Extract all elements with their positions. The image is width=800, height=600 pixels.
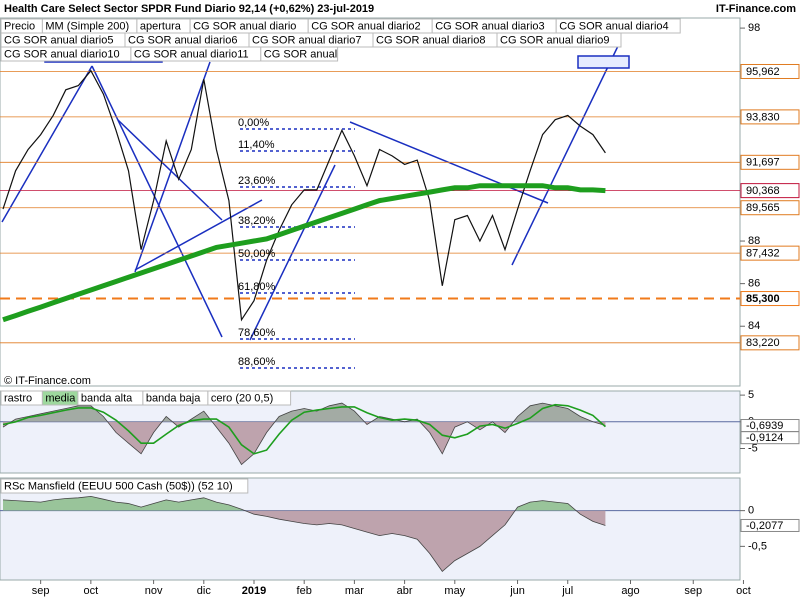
x-tick-label: ago — [621, 585, 639, 597]
legend-item: cero (20 0,5) — [211, 392, 273, 404]
copyright: © IT-Finance.com — [4, 375, 91, 387]
fib-label: 88,60% — [238, 356, 276, 368]
fib-label: 38,20% — [238, 215, 276, 227]
level-label: 89,565 — [746, 202, 780, 214]
y-tick-label: -5 — [748, 442, 758, 454]
last-value-label: -0,9124 — [746, 432, 783, 444]
area-positive — [11, 403, 593, 422]
level-label: 87,432 — [746, 248, 780, 260]
level-label-box — [740, 200, 800, 216]
legend-box — [260, 46, 339, 62]
legend-item: CG SOR anual diario7 — [252, 34, 361, 46]
legend-item: CG SOR anual diario2 — [311, 20, 420, 32]
series-line — [2, 403, 606, 455]
fib-label: 0,00% — [238, 117, 269, 129]
level-label: 83,220 — [746, 337, 780, 349]
legend-item: CG SOR anual diario11 — [134, 48, 249, 60]
legend-item: Precio — [4, 20, 35, 32]
fib-label: 61,80% — [238, 281, 276, 293]
x-tick-label: may — [444, 585, 465, 597]
level-label-box — [740, 291, 800, 307]
x-tick-label: 2019 — [242, 585, 266, 597]
legend-item: CG SOR anual — [264, 48, 337, 60]
x-tick-label: abr — [397, 585, 413, 597]
trend-line — [91, 65, 223, 338]
level-label: 93,830 — [746, 111, 780, 123]
last-value-label: -0,2077 — [746, 520, 783, 532]
level-label: 91,697 — [746, 157, 780, 169]
trend-line — [511, 45, 619, 266]
panel-title: RSc Mansfield (EEUU 500 Cash (50$)) (52 … — [4, 480, 233, 492]
legend-item: CG SOR anual diario8 — [376, 34, 485, 46]
level-label-box — [740, 63, 800, 79]
x-tick-label: mar — [345, 585, 364, 597]
series-line — [2, 495, 606, 572]
legend-item: CG SOR anual diario6 — [128, 34, 237, 46]
legend-item: CG SOR anual diario — [193, 20, 296, 32]
legend-item: CG SOR anual diario5 — [4, 34, 113, 46]
trend-line — [134, 61, 211, 273]
legend-item: banda alta — [81, 392, 133, 404]
legend-item: CG SOR anual diario3 — [435, 20, 544, 32]
x-tick-label: jul — [561, 585, 573, 597]
box — [577, 55, 630, 69]
y-tick-label: 98 — [748, 22, 760, 34]
x-tick-label: oct — [84, 585, 99, 597]
series-line — [2, 69, 606, 322]
y-tick-label: 0 — [748, 505, 754, 517]
fib-label: 11,40% — [238, 139, 275, 151]
y-tick-label: -0,5 — [748, 540, 767, 552]
x-tick-label: nov — [145, 585, 163, 597]
chart-title: Health Care Select Sector SPDR Fund Diar… — [4, 3, 374, 15]
fib-label: 23,60% — [238, 175, 276, 187]
trend-line — [249, 164, 336, 341]
y-tick-label: 5 — [748, 389, 754, 401]
site: IT-Finance.com — [716, 3, 796, 15]
legend-item: CG SOR anual diario4 — [559, 20, 668, 32]
last-value-label: -0,6939 — [746, 420, 783, 432]
level-label-box — [740, 245, 800, 261]
area-negative — [3, 510, 606, 572]
series-line — [2, 183, 606, 323]
last-label-box — [740, 431, 800, 445]
level-label-box — [740, 183, 800, 199]
level-label: 90,368 — [746, 185, 780, 197]
last-label-box — [740, 518, 800, 532]
legend-item: banda baja — [146, 392, 201, 404]
x-tick-label: sep — [32, 585, 50, 597]
legend-box — [207, 390, 292, 406]
level-label-box — [740, 335, 800, 351]
area-positive — [3, 496, 577, 511]
x-tick-label: jun — [509, 585, 525, 597]
trend-line — [1, 65, 93, 223]
y-tick-label: 84 — [748, 320, 760, 332]
legend-box — [496, 32, 622, 48]
level-label-box — [740, 154, 800, 170]
series-line — [2, 402, 606, 466]
y-tick-label: 88 — [748, 235, 760, 247]
x-tick-label: feb — [297, 585, 312, 597]
x-tick-label: dic — [197, 585, 212, 597]
legend-item: rastro — [4, 392, 32, 404]
legend-box — [0, 478, 249, 494]
level-label-box — [740, 109, 800, 125]
fib-label: 78,60% — [238, 327, 276, 339]
fib-label: 50,00% — [238, 248, 276, 260]
trend-line — [117, 119, 223, 221]
x-tick-label: oct — [736, 585, 751, 597]
y-tick-label: 86 — [748, 278, 760, 290]
legend-item: MM (Simple 200) — [45, 20, 129, 32]
legend-item: apertura — [140, 20, 182, 32]
level-label: 85,300 — [746, 293, 780, 305]
level-label: 95,962 — [746, 66, 780, 78]
trend-line — [134, 199, 263, 271]
legend-item: media — [45, 392, 76, 404]
x-tick-label: sep — [684, 585, 702, 597]
legend-item: CG SOR anual diario9 — [500, 34, 609, 46]
legend-item: CG SOR anual diario10 — [4, 48, 120, 60]
